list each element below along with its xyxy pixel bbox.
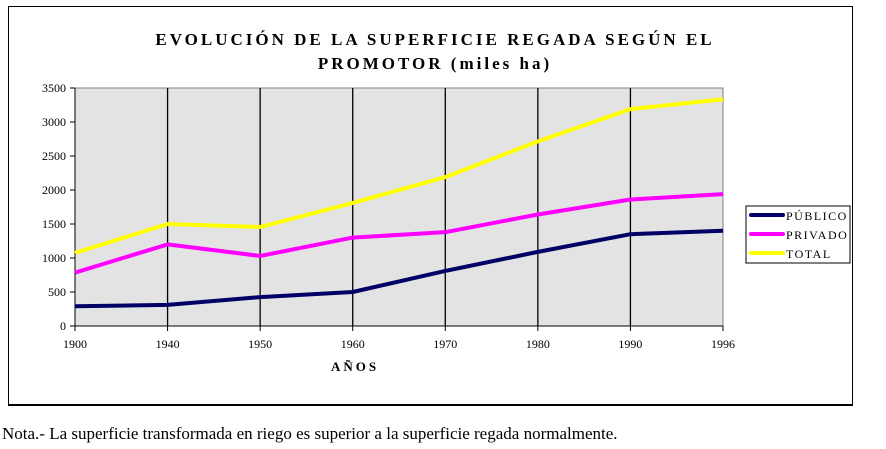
x-axis-label: AÑOS: [331, 359, 379, 374]
footnote: Nota.- La superficie transformada en rie…: [2, 424, 618, 443]
legend-label: PÚBLICO: [786, 209, 848, 223]
series-line-total: [74, 97, 724, 255]
chart-title-line2: PROMOTOR (miles ha): [317, 54, 553, 73]
y-tick-label: 3500: [42, 81, 66, 95]
series-line-privado: [74, 192, 724, 275]
x-tick-label: 1996: [711, 337, 735, 351]
y-tick-label: 1500: [42, 217, 66, 231]
x-tick-label: 1950: [248, 337, 272, 351]
y-tick-label: 1000: [42, 251, 66, 265]
y-tick-label: 2500: [42, 149, 66, 163]
x-tick-label: 1970: [433, 337, 457, 351]
plot-area: [74, 87, 724, 327]
x-tick-label: 1980: [526, 337, 550, 351]
y-tick-label: 3000: [42, 115, 66, 129]
x-tick-label: 1900: [63, 337, 87, 351]
x-tick-label: 1940: [156, 337, 180, 351]
legend-label: TOTAL: [786, 247, 832, 261]
y-tick-label: 2000: [42, 183, 66, 197]
chart-title-line1: EVOLUCIÓN DE LA SUPERFICIE REGADA SEGÚN …: [155, 30, 715, 49]
x-tick-label: 1990: [618, 337, 642, 351]
y-tick-label: 0: [60, 319, 66, 333]
x-tick-label: 1960: [341, 337, 365, 351]
series-line-público: [74, 228, 724, 309]
chart-frame: [8, 6, 853, 406]
legend-label: PRIVADO: [786, 228, 848, 242]
y-tick-label: 500: [48, 285, 66, 299]
